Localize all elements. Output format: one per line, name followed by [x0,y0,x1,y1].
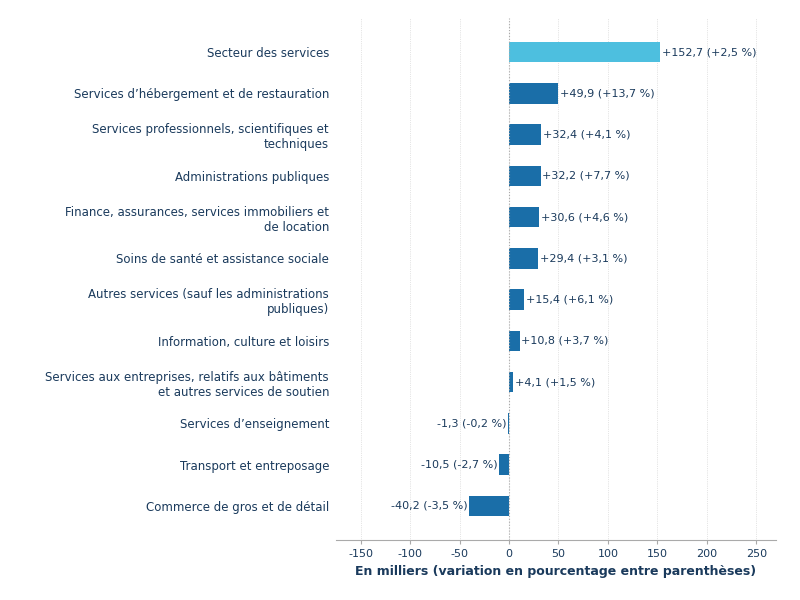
Bar [509,42,660,62]
Bar [509,166,541,186]
Bar [509,207,539,227]
Text: +49,9 (+13,7 %): +49,9 (+13,7 %) [560,88,654,98]
Text: +15,4 (+6,1 %): +15,4 (+6,1 %) [526,295,613,305]
Text: +4,1 (+1,5 %): +4,1 (+1,5 %) [514,377,595,387]
Text: -1,3 (-0,2 %): -1,3 (-0,2 %) [437,418,506,428]
Bar [508,413,509,434]
Bar [470,496,509,516]
Bar [498,454,509,475]
Text: +32,4 (+4,1 %): +32,4 (+4,1 %) [542,130,630,140]
Text: +152,7 (+2,5 %): +152,7 (+2,5 %) [662,47,756,57]
Bar [509,331,520,351]
Text: +29,4 (+3,1 %): +29,4 (+3,1 %) [539,253,627,263]
Bar [509,248,538,269]
Bar [509,289,524,310]
Text: -40,2 (-3,5 %): -40,2 (-3,5 %) [391,501,468,511]
Text: +32,2 (+7,7 %): +32,2 (+7,7 %) [542,171,630,181]
Text: +10,8 (+3,7 %): +10,8 (+3,7 %) [521,336,609,346]
Bar [509,83,558,104]
Text: +30,6 (+4,6 %): +30,6 (+4,6 %) [541,212,628,222]
Bar [509,124,541,145]
X-axis label: En milliers (variation en pourcentage entre parenthèses): En milliers (variation en pourcentage en… [355,565,757,578]
Bar [509,372,513,392]
Text: -10,5 (-2,7 %): -10,5 (-2,7 %) [421,460,497,470]
